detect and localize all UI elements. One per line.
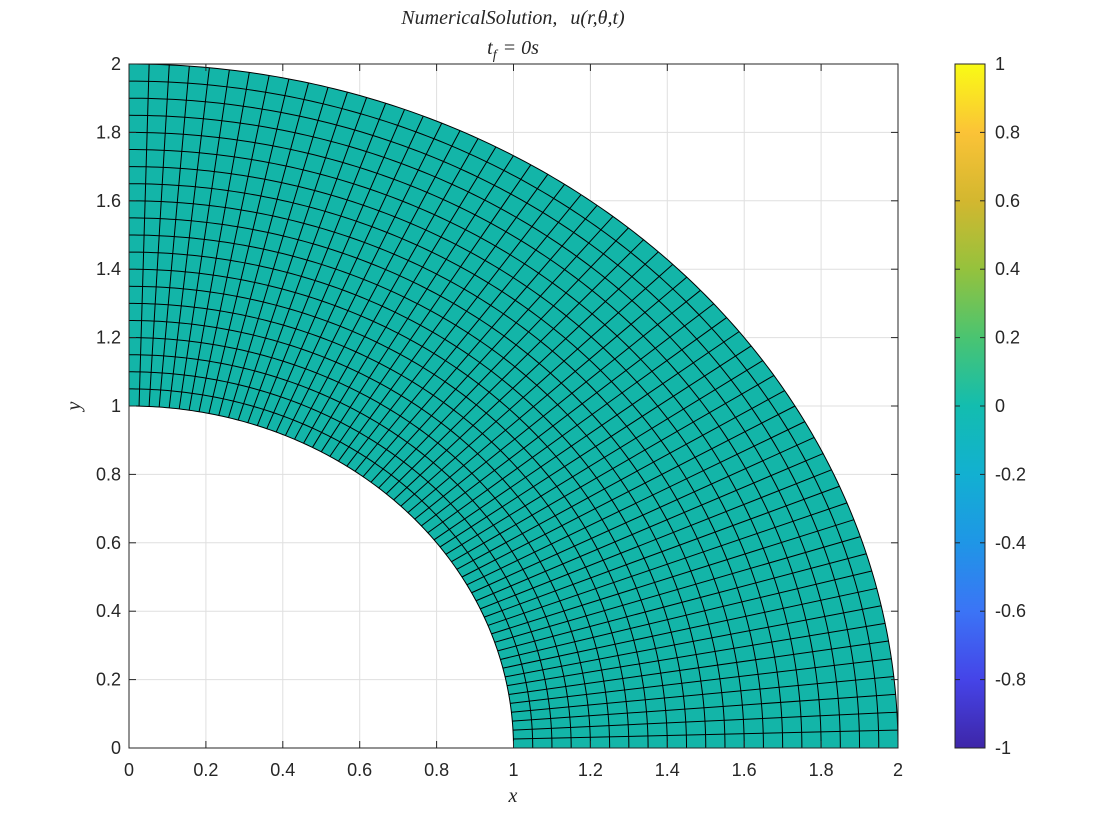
axis-ticks [128, 63, 899, 749]
colorbar: 1 0.8 0.6 0.4 0.2 0 -0.2 -0.4 -0.6 -0.8 -1 [954, 54, 1026, 758]
x-tick-label: 1 [508, 760, 518, 780]
colorbar-tick-label: -0.8 [995, 670, 1026, 690]
title-name: NumericalSolution, [400, 7, 557, 29]
title-function: u(r,θ,t) [570, 7, 625, 29]
colorbar-tick-label: -0.2 [995, 464, 1026, 484]
y-tick-label: 0.8 [96, 464, 121, 484]
mesh-arc-line [129, 354, 572, 748]
mesh-arc-line [129, 302, 630, 748]
chart-subtitle: tf = 0s [487, 37, 539, 63]
mesh-arc-line [129, 217, 726, 748]
y-tick-label: 1 [111, 396, 121, 416]
colorbar-tick-labels: 1 0.8 0.6 0.4 0.2 0 -0.2 -0.4 -0.6 -0.8 -1 [995, 54, 1026, 758]
subtitle-sub: f [493, 48, 499, 63]
mesh-arc-line [129, 405, 514, 748]
y-tick-label: 0 [111, 738, 121, 758]
x-tick-label: 0.6 [347, 760, 372, 780]
y-tick-labels: 0 0.2 0.4 0.6 0.8 1 1.2 1.4 1.6 1.8 2 [96, 54, 121, 758]
mesh-arc-line [129, 149, 803, 748]
colorbar-tick-label: 0.6 [995, 191, 1020, 211]
mesh-arc-line [129, 388, 534, 748]
mesh-arc-line [129, 200, 745, 748]
mesh-arc-line [129, 234, 707, 748]
mesh-arc-line [129, 371, 553, 748]
chart-title: NumericalSolution, u(r,θ,t) [400, 7, 625, 29]
x-tick-labels: 0 0.2 0.4 0.6 0.8 1 1.2 1.4 1.6 1.8 2 [124, 760, 903, 780]
subtitle-t: t [487, 37, 493, 59]
colorbar-ticks [955, 63, 985, 749]
x-tick-label: 2 [893, 760, 903, 780]
colorbar-tick-label: 0 [995, 396, 1005, 416]
plot-axes: 0 0.2 0.4 0.6 0.8 1 1.2 1.4 1.6 1.8 2 0 0.2 0.4 0.6 0.… [96, 54, 903, 780]
surface-mesh [129, 64, 898, 748]
colorbar-tick-label: 0.8 [995, 122, 1020, 142]
colorbar-tick-label: -1 [995, 738, 1011, 758]
y-tick-label: 1.2 [96, 328, 121, 348]
colorbar-tick-label: -0.4 [995, 533, 1026, 553]
y-tick-label: 1.6 [96, 191, 121, 211]
mesh-arc-line [129, 131, 822, 748]
colorbar-tick-label: -0.6 [995, 601, 1026, 621]
mesh-arc-line [129, 337, 591, 748]
mesh-arc-line [129, 97, 861, 748]
y-tick-label: 0.6 [96, 533, 121, 553]
x-tick-label: 0.4 [270, 760, 295, 780]
y-tick-label: 1.8 [96, 122, 121, 142]
colorbar-tick-label: 0.2 [995, 328, 1020, 348]
x-tick-label: 0.8 [424, 760, 449, 780]
x-tick-label: 0 [124, 760, 134, 780]
mesh-arc-line [129, 64, 898, 748]
x-tick-label: 1.4 [655, 760, 680, 780]
x-tick-label: 0.2 [193, 760, 218, 780]
mesh-arc-line [129, 114, 841, 748]
mesh-arc-line [129, 166, 784, 748]
mesh-arc-line [129, 183, 764, 748]
x-tick-label: 1.8 [809, 760, 834, 780]
mesh-arc-line [129, 80, 880, 748]
y-tick-label: 0.4 [96, 601, 121, 621]
mesh-arc-line [129, 320, 611, 748]
mesh-arc-line [129, 268, 668, 748]
colorbar-tick-label: 0.4 [995, 259, 1020, 279]
colorbar-tick-label: 1 [995, 54, 1005, 74]
y-axis-label: y [63, 401, 85, 412]
x-tick-label: 1.6 [732, 760, 757, 780]
mesh-arc-line [129, 251, 688, 748]
subtitle-rest: = 0s [503, 37, 539, 59]
mesh-arc-line [129, 285, 649, 748]
y-tick-label: 0.2 [96, 670, 121, 690]
x-axis-label: x [508, 785, 518, 807]
y-tick-label: 1.4 [96, 259, 121, 279]
y-tick-label: 2 [111, 54, 121, 74]
x-tick-label: 1.2 [578, 760, 603, 780]
